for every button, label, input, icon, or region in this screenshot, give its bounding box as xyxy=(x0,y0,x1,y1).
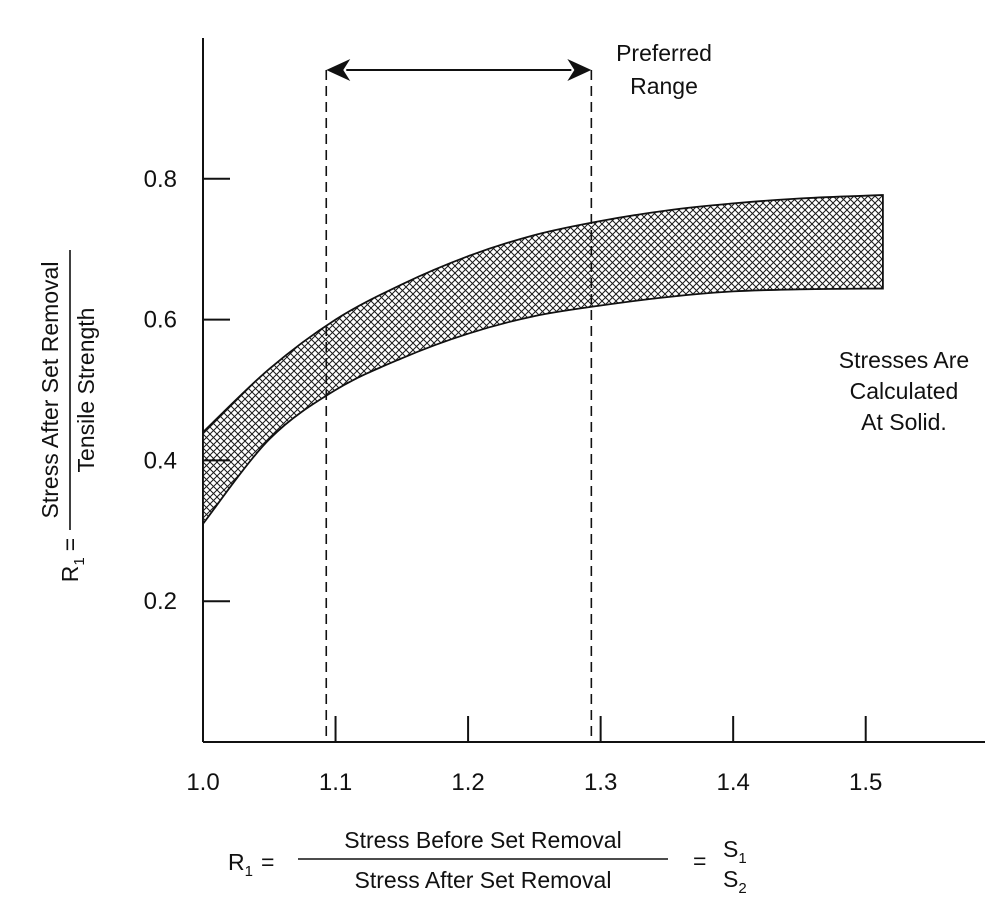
y-tick-label: 0.6 xyxy=(144,307,177,334)
y-label-eq: = xyxy=(57,538,83,551)
x-label-denominator: Stress After Set Removal xyxy=(355,867,612,893)
svg-text:R1=: R1 = xyxy=(228,849,274,880)
note-line1: Stresses Are xyxy=(839,347,969,373)
x-tick-label: 1.1 xyxy=(319,769,352,796)
x-label-numerator: Stress Before Set Removal xyxy=(344,827,621,853)
svg-text:S2: S2 xyxy=(723,866,747,897)
y-tick-label: 0.4 xyxy=(144,447,177,474)
x-tick-label: 1.0 xyxy=(186,769,219,796)
x-label-s2: S xyxy=(723,866,738,892)
preferred-range-arrowhead-left xyxy=(326,59,351,81)
svg-text:R1=: R1 = xyxy=(57,538,88,582)
y-tick-label: 0.8 xyxy=(144,166,177,193)
y-label-r: R xyxy=(57,566,83,583)
x-label-eq2: = xyxy=(693,848,706,874)
preferred-range-label-line1: Preferred xyxy=(616,40,712,66)
x-label-eq: = xyxy=(261,849,274,875)
y-ticks: 0.2 0.4 0.6 0.8 xyxy=(144,166,230,615)
note-line2: Calculated xyxy=(850,378,959,404)
preferred-range-arrowhead-right xyxy=(567,59,592,81)
x-label-r: R xyxy=(228,849,245,875)
x-tick-label: 1.4 xyxy=(716,769,749,796)
x-tick-label: 1.3 xyxy=(584,769,617,796)
stress-ratio-band xyxy=(202,194,884,527)
x-label-r-sub: 1 xyxy=(245,863,253,880)
x-label-s2-sub: 2 xyxy=(738,880,746,897)
x-tick-label: 1.5 xyxy=(849,769,882,796)
x-tick-label: 1.2 xyxy=(451,769,484,796)
y-label-numerator: Stress After Set Removal xyxy=(37,262,63,519)
note-line3: At Solid. xyxy=(861,409,947,435)
y-tick-label: 0.2 xyxy=(144,588,177,615)
y-axis-label: R1 = Stress After Set Removal Tensile Str… xyxy=(37,250,99,582)
x-axis-label: R1 = Stress Before Set Removal Stress Aft… xyxy=(228,827,747,897)
y-label-denominator: Tensile Strength xyxy=(73,308,99,473)
x-ticks: 1.0 1.1 1.2 1.3 1.4 1.5 xyxy=(186,716,882,796)
preferred-range-label-line2: Range xyxy=(630,73,698,99)
svg-text:S1: S1 xyxy=(723,836,747,867)
x-label-s1-sub: 1 xyxy=(738,850,746,867)
x-label-s1: S xyxy=(723,836,738,862)
y-label-r-sub: 1 xyxy=(71,557,88,565)
